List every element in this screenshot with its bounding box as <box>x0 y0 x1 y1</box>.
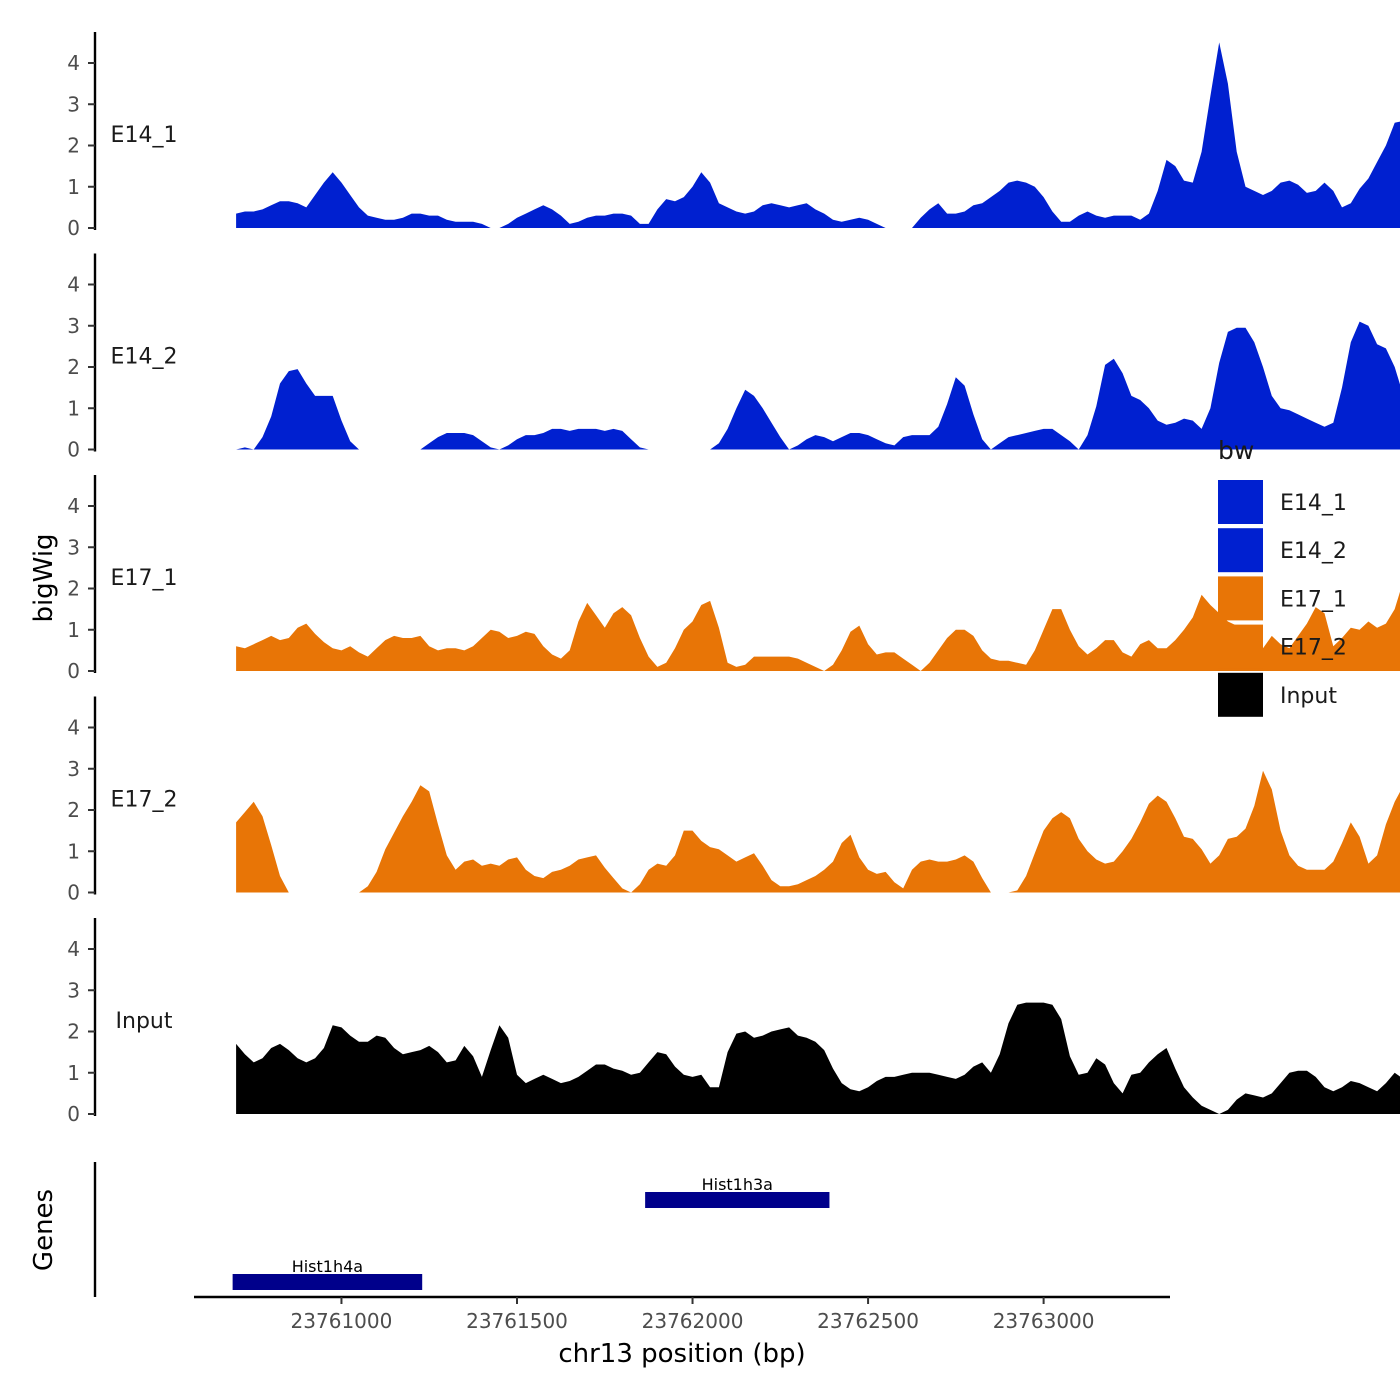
y-tick-label: 4 <box>67 494 80 518</box>
gene-marks: Hist1h4a Hist1h3a <box>232 1175 830 1290</box>
legend-key-E17_1 <box>1218 576 1263 621</box>
y-tick-label: 0 <box>67 659 80 683</box>
y-tick-label: 4 <box>67 937 80 961</box>
legend-label: E14_1 <box>1280 491 1347 516</box>
legend-key-E14_2 <box>1218 528 1263 573</box>
legend-label: E14_2 <box>1280 539 1347 564</box>
track-label: E14_1 <box>111 123 178 148</box>
y-tick-label: 2 <box>67 134 80 158</box>
y-tick-label: 2 <box>67 577 80 601</box>
track-label: Input <box>116 1009 173 1034</box>
gene-bar-Hist1h4a <box>232 1274 423 1290</box>
track-label: E17_2 <box>111 788 178 813</box>
x-tick-label: 23761500 <box>466 1309 568 1333</box>
track-label: E17_1 <box>111 566 178 591</box>
x-tick-label: 23762500 <box>817 1309 919 1333</box>
y-tick-label: 4 <box>67 716 80 740</box>
y-tick-label: 3 <box>67 535 80 559</box>
x-axis-title: chr13 position (bp) <box>558 1339 805 1369</box>
y-tick-label: 1 <box>67 175 80 199</box>
y-tick-label: 2 <box>67 1020 80 1044</box>
y-tick-label: 3 <box>67 92 80 116</box>
track-E14_1: 0 1 2 3 4 E14_1 <box>67 32 1400 240</box>
y-tick-label: 1 <box>67 1061 80 1085</box>
x-axis: 23761000 23761500 23762000 23762500 23763000… <box>194 1295 1170 1369</box>
track-label: E14_2 <box>111 345 178 370</box>
area-E17_1 <box>236 591 1400 671</box>
y-tick-label: 0 <box>67 216 80 240</box>
y-tick-label: 0 <box>67 1102 80 1126</box>
x-tick-label: 23761000 <box>291 1309 393 1333</box>
y-tick-label: 4 <box>67 51 80 75</box>
y-tick-label: 3 <box>67 978 80 1002</box>
y-tick-label: 1 <box>67 618 80 642</box>
genes-panel: Genes Hist1h4a Hist1h3a <box>29 1162 830 1297</box>
area-E17_2 <box>236 770 1400 893</box>
x-tick-label: 23762000 <box>642 1309 744 1333</box>
legend-key-E14_1 <box>1218 480 1263 524</box>
y-tick-label: 2 <box>67 355 80 379</box>
y-tick-label: 4 <box>67 273 80 297</box>
track-E14_2: 0 1 2 3 4 E14_2 <box>67 253 1400 462</box>
legend-key-E17_2 <box>1218 624 1263 669</box>
x-ticks: 23761000 23761500 23762000 23762500 23763000 <box>291 1297 1095 1333</box>
track-panels: 0 1 2 3 4 E14_1 0 1 2 3 4 E14_2 0 1 2 3 4 E17_1 0 1 2 3 4 E17_2… <box>67 32 1400 1126</box>
gene-label: Hist1h3a <box>702 1175 773 1194</box>
area-E14_1 <box>236 42 1400 228</box>
gene-label: Hist1h4a <box>292 1257 363 1276</box>
legend-title: bw <box>1218 436 1254 465</box>
track-E17_2: 0 1 2 3 4 E17_2 <box>67 696 1400 905</box>
track-E17_1: 0 1 2 3 4 E17_1 <box>67 475 1400 683</box>
y-tick-label: 1 <box>67 839 80 863</box>
area-E14_2 <box>236 321 1400 450</box>
legend-entries: E14_1 E14_2 E17_1 E17_2 Input <box>1218 480 1347 717</box>
y-axis-title: bigWig <box>29 533 59 622</box>
y-tick-label: 3 <box>67 757 80 781</box>
y-tick-label: 0 <box>67 881 80 905</box>
area-Input <box>236 1002 1400 1114</box>
gene-bar-Hist1h3a <box>645 1192 830 1208</box>
legend-key-Input <box>1218 672 1263 717</box>
y-tick-label: 3 <box>67 314 80 338</box>
legend-label: E17_1 <box>1280 587 1347 612</box>
y-tick-label: 0 <box>67 438 80 462</box>
legend: bw E14_1 E14_2 E17_1 E17_2 Input <box>1218 436 1347 717</box>
y-tick-label: 2 <box>67 798 80 822</box>
x-tick-label: 23763000 <box>993 1309 1095 1333</box>
genes-axis-title: Genes <box>29 1189 59 1271</box>
y-tick-label: 1 <box>67 396 80 420</box>
legend-label: E17_2 <box>1280 636 1347 661</box>
track-Input: 0 1 2 3 4 Input <box>67 918 1400 1126</box>
legend-label: Input <box>1280 684 1337 709</box>
